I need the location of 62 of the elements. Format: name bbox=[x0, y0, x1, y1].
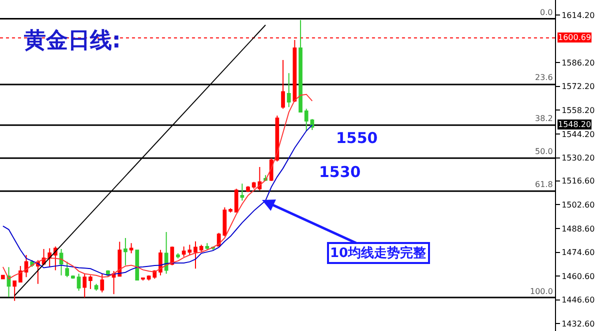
y-tick-label: 1558.20 bbox=[562, 106, 595, 115]
y-tick-label: 1432.60 bbox=[562, 319, 595, 328]
y-tick-label: 1614.20 bbox=[562, 10, 595, 20]
y-tick-label: 1460.60 bbox=[562, 272, 595, 281]
y-tick-label: 1544.20 bbox=[562, 130, 595, 139]
annotation: 61.8 bbox=[535, 180, 553, 189]
annotation: 23.6 bbox=[535, 73, 553, 82]
candlestick bbox=[129, 242, 134, 254]
line-series bbox=[2, 124, 313, 276]
y-tick-label: 1530.20 bbox=[562, 154, 595, 163]
text: 1548.20 bbox=[558, 120, 592, 129]
ref-line-label: 1600.69 bbox=[558, 33, 592, 42]
annotation: 50.0 bbox=[535, 147, 553, 156]
y-tick-label: 1474.60 bbox=[562, 248, 595, 258]
candlestick bbox=[234, 188, 238, 214]
y-tick-label: 1572.20 bbox=[562, 82, 595, 92]
candlestick bbox=[281, 60, 285, 110]
candlestick bbox=[304, 108, 308, 132]
candlestick bbox=[240, 183, 244, 202]
annotation: 38.2 bbox=[535, 114, 553, 123]
candlestick bbox=[112, 270, 116, 295]
y-tick-label: 1586.20 bbox=[562, 58, 595, 68]
candlestick bbox=[88, 274, 92, 290]
candlestick bbox=[48, 248, 52, 268]
candlestick bbox=[298, 20, 302, 113]
candlestick bbox=[12, 280, 17, 302]
candlestick bbox=[146, 274, 151, 282]
y-tick-label: 1488.60 bbox=[562, 224, 595, 234]
y-tick-label: 1446.60 bbox=[562, 296, 595, 305]
candlestick bbox=[135, 249, 140, 282]
annotation: 100.0 bbox=[530, 287, 553, 296]
candlestick bbox=[176, 252, 180, 259]
candlestick bbox=[199, 244, 204, 252]
candlestick bbox=[0, 274, 5, 280]
candlestick bbox=[76, 273, 81, 292]
candlestick bbox=[158, 249, 162, 276]
candlestick bbox=[205, 242, 210, 250]
candlestick bbox=[94, 283, 98, 292]
y-tick-label: 1502.60 bbox=[562, 200, 595, 210]
candlestick bbox=[6, 266, 11, 298]
candlestick bbox=[100, 273, 104, 293]
text: 1530 bbox=[319, 163, 361, 181]
candlestick bbox=[71, 274, 75, 280]
candlestick bbox=[59, 248, 64, 276]
candlestick bbox=[170, 246, 174, 266]
candlestick bbox=[118, 241, 122, 277]
candlestick bbox=[82, 273, 87, 298]
y-tick-label: 1516.60 bbox=[562, 176, 595, 186]
candlestick bbox=[124, 238, 128, 266]
candlestick bbox=[18, 266, 22, 283]
candlestick bbox=[65, 261, 70, 278]
annotation: 0.0 bbox=[540, 8, 553, 17]
candlestick bbox=[286, 72, 291, 108]
line-series bbox=[2, 94, 313, 280]
text: 1550 bbox=[336, 129, 378, 147]
candlestick bbox=[164, 232, 168, 274]
candlestick bbox=[246, 186, 250, 193]
candlestick bbox=[228, 208, 232, 214]
candlestick bbox=[194, 240, 198, 270]
candlestick bbox=[141, 277, 145, 282]
text: 10均线走势完整 bbox=[330, 245, 428, 261]
candlestick bbox=[252, 181, 256, 190]
